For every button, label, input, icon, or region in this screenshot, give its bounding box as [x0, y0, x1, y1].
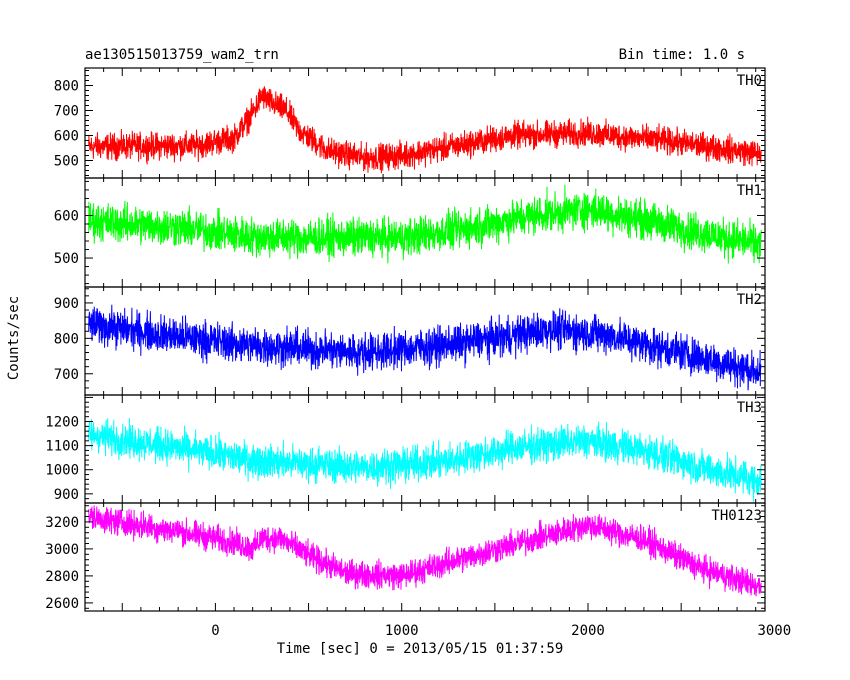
x-tick-label: 3000 [757, 623, 791, 639]
y-tick-label: 3200 [45, 515, 79, 531]
y-tick-label: 1000 [45, 463, 79, 479]
panel-label: TH2 [737, 292, 762, 308]
y-tick-label: 1100 [45, 439, 79, 455]
y-tick-label: 600 [54, 129, 79, 145]
series-th0-line [88, 86, 762, 174]
panel-label: TH1 [737, 183, 762, 199]
panel-th3: TH3 900 1000 1100 1200 [45, 394, 766, 504]
y-tick-label: 2600 [45, 596, 79, 612]
series-th2-line [88, 304, 762, 391]
x-tick-label: 2000 [571, 623, 605, 639]
panel-th2: TH2 700 800 900 [54, 286, 766, 396]
panel-label: TH0 [737, 73, 762, 89]
panel-label: TH3 [737, 400, 762, 416]
y-tick-label: 900 [54, 296, 79, 312]
y-tick-label: 900 [54, 487, 79, 503]
series-th3-line [88, 417, 762, 502]
panel-th0123: TH0123 2600 2800 3000 3200 [45, 502, 766, 612]
chart-title: ae130515013759_wam2_trn [85, 47, 279, 63]
x-axis-label: Time [sec] 0 = 2013/05/15 01:37:59 [277, 641, 564, 657]
y-tick-label: 800 [54, 331, 79, 347]
panel-th1: TH1 500 600 [54, 177, 766, 288]
y-tick-label: 500 [54, 251, 79, 267]
panel-frame [84, 502, 766, 612]
y-tick-label: 500 [54, 154, 79, 170]
y-axis-label: Counts/sec [6, 296, 22, 380]
bin-time-label: Bin time: 1.0 s [619, 47, 745, 63]
panels: TH0 500 600 700 800 TH1 500 600 TH2 700 800 900 TH3 9… [45, 67, 791, 639]
x-tick-label: 0 [211, 623, 219, 639]
series-th1-line [88, 184, 762, 264]
series-th0123-line [88, 505, 762, 597]
y-tick-label: 700 [54, 367, 79, 383]
panel-th0: TH0 500 600 700 800 [54, 67, 766, 179]
panel-label: TH0123 [711, 508, 762, 524]
y-tick-label: 1200 [45, 415, 79, 431]
y-tick-label: 3000 [45, 542, 79, 558]
y-tick-label: 800 [54, 79, 79, 95]
y-tick-label: 2800 [45, 569, 79, 585]
x-tick-label: 1000 [385, 623, 419, 639]
y-tick-label: 600 [54, 208, 79, 224]
y-tick-label: 700 [54, 104, 79, 120]
